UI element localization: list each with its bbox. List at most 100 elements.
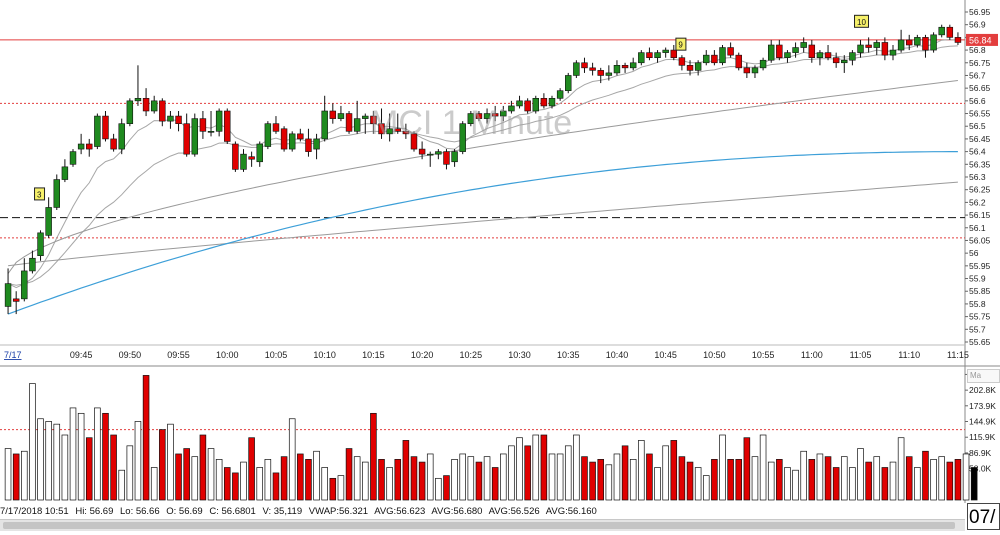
candle [938, 24, 945, 38]
volume-bar [638, 440, 645, 501]
signal-marker-label: 9 [678, 41, 683, 50]
candle-body [500, 110, 507, 117]
volume-bar [508, 445, 515, 501]
candle [638, 50, 645, 66]
candle-body [881, 42, 889, 56]
candle-body [938, 26, 945, 36]
candle-body [589, 67, 596, 71]
candle-body [491, 113, 499, 117]
volume-bar [800, 450, 807, 501]
candle-body [12, 298, 20, 302]
volume-bar [110, 434, 117, 501]
time-tick-label: 11:10 [898, 350, 920, 360]
candle [556, 88, 564, 101]
candle [215, 108, 223, 137]
date-tab[interactable]: 07/ [967, 503, 1000, 530]
candle-body [183, 123, 190, 155]
volume-tick-label: 58.0K [969, 464, 992, 474]
status-avg-2: AVG:56.680 [431, 506, 483, 517]
price-tick-label: 56.7 [969, 70, 986, 80]
volume-tick-label: 115.9K [969, 432, 996, 442]
candle [621, 62, 629, 73]
price-tick-label: 55.65 [969, 337, 991, 347]
volume-bar [443, 475, 450, 501]
signal-marker-box [854, 14, 870, 28]
candle [53, 174, 60, 210]
candle-body [508, 105, 515, 112]
candle [191, 113, 199, 157]
status-bar: 7/17/2018 10:51 Hi: 56.69 Lo: 56.66 O: 5… [0, 505, 965, 519]
candle [345, 111, 353, 134]
candle-body [224, 110, 231, 142]
scrollbar-thumb[interactable] [3, 522, 955, 529]
status-avg-4: AVG:56.160 [545, 506, 597, 517]
candle [118, 118, 125, 155]
candle-body [37, 232, 44, 256]
time-tick-label: 10:25 [460, 350, 483, 360]
candle-body [751, 67, 759, 74]
candle [897, 29, 905, 53]
volume-bar [459, 453, 466, 501]
candle-body [459, 123, 466, 152]
candle [483, 108, 491, 124]
candle-body [175, 115, 182, 124]
candle-body [735, 54, 742, 69]
volume-bar [954, 459, 962, 501]
candle-body [264, 123, 272, 147]
volume-bar [881, 467, 889, 501]
candle [45, 197, 52, 238]
volume-bars [4, 375, 978, 501]
candle-body [418, 148, 426, 155]
candle [678, 55, 686, 71]
volume-bar [686, 461, 694, 501]
time-tick-label: 10:20 [411, 350, 434, 360]
volume-bar [353, 456, 361, 501]
price-tick-label: 56.95 [969, 7, 991, 17]
volume-bar [313, 450, 320, 501]
price-tick-label: 56.8 [969, 45, 986, 55]
volume-bar [232, 472, 239, 501]
candle [451, 149, 458, 167]
candle [516, 95, 523, 109]
volume-bar [727, 459, 734, 501]
candle-body [475, 113, 483, 119]
candle-body [897, 39, 905, 51]
volume-bar [85, 437, 93, 501]
candle [256, 141, 263, 167]
volume-bar [305, 459, 312, 501]
candle-body [800, 42, 807, 48]
volume-bar [126, 445, 134, 501]
volume-bar [524, 445, 531, 501]
candle-body [727, 47, 734, 56]
volume-bar [337, 475, 345, 501]
candle-body [150, 100, 158, 112]
volume-bar [45, 421, 52, 501]
price-tick-label: 56.4 [969, 147, 986, 157]
volume-bar [905, 456, 913, 501]
volume-bar [719, 434, 726, 501]
candle [759, 57, 767, 71]
ma-tab[interactable]: Ma [967, 369, 1000, 383]
candle [378, 108, 385, 139]
candle-body [288, 133, 296, 150]
horizontal-scrollbar[interactable] [0, 519, 965, 531]
time-axis: 09:45 09:50 09:55 10:00 10:05 10:10 10:15 10:20… [4, 350, 969, 360]
volume-bar [930, 459, 937, 501]
candle-body [776, 44, 783, 58]
candle [134, 65, 142, 106]
candle-body [313, 138, 320, 150]
signal-marker-box [675, 37, 687, 51]
candle [491, 105, 499, 122]
volume-bar [426, 453, 434, 501]
candle [362, 113, 369, 134]
candle-body [759, 59, 767, 69]
candle [540, 93, 548, 109]
candle-body [646, 52, 653, 58]
candle [224, 108, 231, 144]
volume-bar [597, 459, 604, 501]
candle [800, 37, 807, 53]
status-close: C: 56.6801 [209, 506, 256, 517]
price-tick-label: 56 [969, 248, 979, 258]
time-tick-label: 10:55 [752, 350, 775, 360]
